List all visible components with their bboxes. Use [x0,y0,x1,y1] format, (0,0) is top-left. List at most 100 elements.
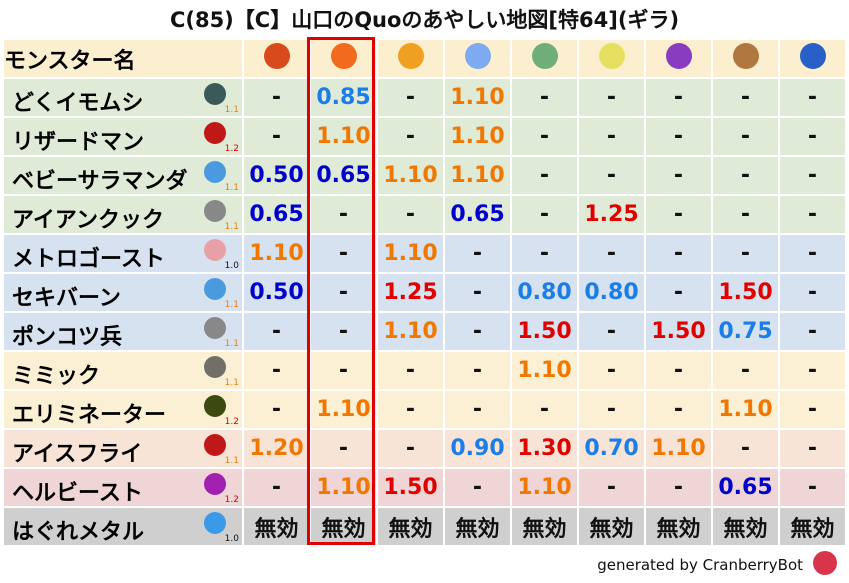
footer-credit: generated by CranberryBot [597,556,803,574]
monster-cell: ポンコツ兵 1.1 [4,313,242,350]
table-row: ベビーサラマンダ 1.1 0.50 0.65 1.10 1.10- - - - - [4,157,845,194]
table-row: セキバーン 1.1 0.50-1.25-0.80 0.80-1.50- [4,274,845,311]
resistance-value: - [579,235,644,272]
resistance-value: 1.10 [244,235,309,272]
resistance-value: - [713,79,778,116]
resistance-value: - [244,352,309,389]
resistance-value: 無効 [780,508,845,545]
resistance-value: - [311,313,376,350]
ice-flower-icon [464,42,491,69]
resistance-value: 1.25 [378,274,443,311]
element-header [244,40,309,77]
monster-cell: セキバーン 1.1 [4,274,242,311]
resistance-value: 無効 [579,508,644,545]
resistance-value: - [378,118,443,155]
water-drop-icon [204,161,226,183]
monster-name: エリミネーター [12,403,167,428]
resistance-value: 0.65 [244,196,309,233]
brick-wall-icon [204,356,226,378]
resistance-value: 1.50 [512,313,577,350]
level-label: 1.1 [224,222,239,232]
resistance-value: - [311,430,376,467]
resistance-value: 1.20 [244,430,309,467]
element-header [445,40,510,77]
page-title: C(85)【C】山口のQuoのあやしい地図[特64](ギラ) [169,8,680,32]
resistance-value: - [646,196,711,233]
cranberry-bot-icon [813,551,837,575]
resistance-value: 0.70 [579,430,644,467]
table-row: アイスフライ 1.1 1.20- -0.90 1.30 0.70 1.10- - [4,430,845,467]
resistance-value: - [311,196,376,233]
monster-cell: ベビーサラマンダ 1.1 [4,157,242,194]
resistance-value: 1.10 [378,157,443,194]
resistance-value: 1.50 [378,469,443,506]
table-row: ミミック 1.1- - - -1.10- - - - [4,352,845,389]
resistance-value: - [646,157,711,194]
resistance-value: 1.10 [445,157,510,194]
lightning-star-icon [598,42,625,69]
resistance-value: 0.90 [445,430,510,467]
resistance-value: - [378,196,443,233]
level-label: 1.1 [224,339,239,349]
gear-icon [204,317,226,339]
water-drop-icon [204,278,226,300]
monster-cell: どくイモムシ 1.1 [4,79,242,116]
resistance-value: - [311,274,376,311]
level-label: 1.0 [224,534,239,544]
table-row: どくイモムシ 1.1-0.85-1.10- - - - - [4,79,845,116]
element-header [646,40,711,77]
resistance-value: - [780,274,845,311]
resistance-value: - [378,352,443,389]
skull-icon [204,239,226,261]
level-label: 1.1 [224,183,239,193]
resistance-value: 無効 [646,508,711,545]
level-label: 1.1 [224,456,239,466]
table-row: エリミネーター 1.2-1.10- - - - -1.10- [4,391,845,428]
resistance-value: - [445,352,510,389]
resistance-value: - [512,196,577,233]
monster-cell: はぐれメタル 1.0 [4,508,242,545]
monster-cell: リザードマン 1.2 [4,118,242,155]
resistance-value: - [445,469,510,506]
monster-name: セキバーン [12,286,121,311]
monster-cell: エリミネーター 1.2 [4,391,242,428]
resistance-value: 0.50 [244,274,309,311]
monster-name: ポンコツ兵 [12,325,123,350]
resistance-value: - [579,391,644,428]
element-header [378,40,443,77]
resistance-value: - [713,157,778,194]
resistance-value: - [780,469,845,506]
resistance-value: - [378,391,443,428]
resistance-value: 1.10 [713,391,778,428]
flame-icon [330,42,357,69]
resistance-value: 0.50 [244,157,309,194]
level-label: 1.2 [224,495,239,505]
monster-name: ベビーサラマンダ [12,169,188,194]
resistance-value: 無効 [244,508,309,545]
resistance-value: - [378,430,443,467]
resistance-value: - [780,391,845,428]
resistance-value: - [512,391,577,428]
resistance-value: - [579,352,644,389]
resistance-value: 無効 [311,508,376,545]
fire-ball-icon [263,42,290,69]
explosion-icon [397,42,424,69]
resistance-value: - [244,118,309,155]
resistance-value: 0.80 [512,274,577,311]
resistance-value: 1.10 [445,79,510,116]
resistance-value: - [579,118,644,155]
resistance-value: - [780,196,845,233]
resistance-value: - [780,313,845,350]
level-label: 1.1 [224,105,239,115]
monster-name: リザードマン [12,130,145,155]
monster-name: はぐれメタル [12,520,145,545]
resistance-value: - [512,157,577,194]
resistance-value: 1.30 [512,430,577,467]
resistance-value: - [780,235,845,272]
darkness-swirl-icon [665,42,692,69]
slime-icon [204,512,226,534]
resistance-value: - [646,235,711,272]
resistance-value: - [311,352,376,389]
table-row: ヘルビースト 1.2-1.10 1.50-1.10- -0.65- [4,469,845,506]
monster-name: アイスフライ [12,442,143,467]
